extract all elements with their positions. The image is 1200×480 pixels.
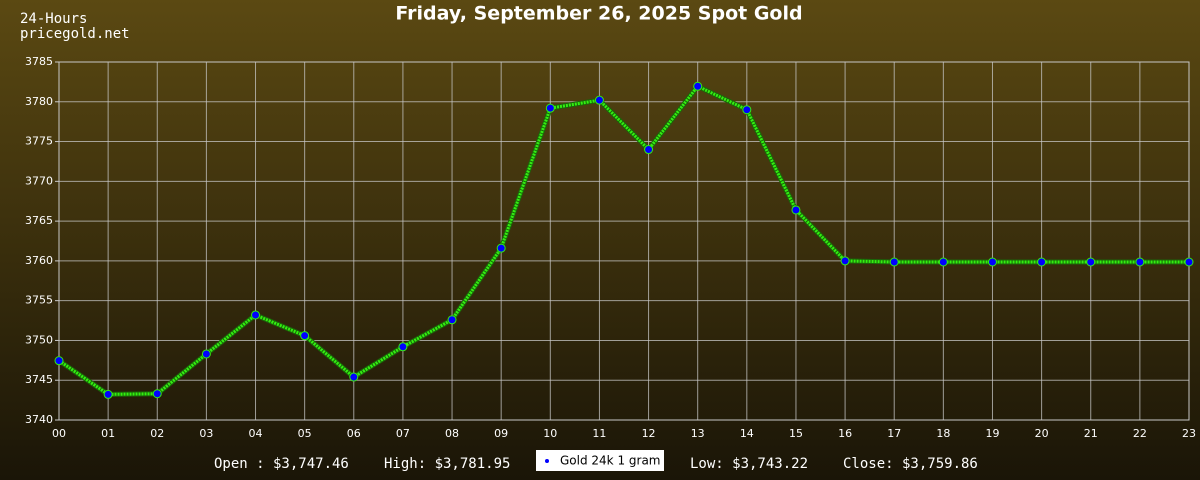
caption: 24-Hours [20,11,87,27]
x-tick-label: 01 [101,427,115,440]
legend-label: Gold 24k 1 gram [560,454,660,468]
y-tick-label: 3745 [25,373,53,386]
x-tick-label: 04 [249,427,263,440]
data-point [1037,257,1047,267]
data-point [938,257,948,267]
data-point [594,95,604,105]
x-tick-label: 21 [1084,427,1098,440]
x-tick-label: 15 [789,427,803,440]
stat: Open : $3,747.46 [214,456,349,472]
legend [536,450,664,471]
x-tick-label: 16 [838,427,852,440]
y-tick-label: 3785 [25,55,53,68]
x-tick-label: 14 [740,427,754,440]
x-tick-label: 20 [1035,427,1049,440]
x-tick-label: 08 [445,427,459,440]
y-tick-label: 3780 [25,95,53,108]
stat: High: $3,781.95 [384,456,510,472]
x-tick-label: 22 [1133,427,1147,440]
y-tick-label: 3765 [25,214,53,227]
data-point [349,372,359,382]
chart-title: Friday, September 26, 2025 Spot Gold [395,3,802,25]
y-tick-label: 3760 [25,254,53,267]
data-point [201,349,211,359]
data-point [251,310,261,320]
x-tick-label: 03 [199,427,213,440]
data-point [54,356,64,366]
data-point [987,257,997,267]
y-tick-label: 3755 [25,294,53,307]
data-point [791,205,801,215]
data-point [742,105,752,115]
data-point [1135,257,1145,267]
x-tick-label: 00 [52,427,66,440]
x-tick-label: 06 [347,427,361,440]
x-tick-label: 19 [985,427,999,440]
stat: Low: $3,743.22 [690,456,808,472]
y-tick-label: 3775 [25,135,53,148]
data-point [840,256,850,266]
y-tick-label: 3770 [25,174,53,187]
data-point [398,342,408,352]
data-point [300,331,310,341]
data-point [1086,257,1096,267]
x-tick-label: 10 [543,427,557,440]
data-point [447,315,457,325]
stat: Close: $3,759.86 [843,456,978,472]
data-point [693,81,703,91]
legend-marker [545,459,549,463]
x-tick-label: 18 [936,427,950,440]
x-tick-label: 07 [396,427,410,440]
x-tick-label: 02 [150,427,164,440]
x-tick-label: 17 [887,427,901,440]
x-tick-label: 05 [298,427,312,440]
site-name: pricegold.net [20,26,130,42]
data-point [496,243,506,253]
data-point [889,257,899,267]
data-point [103,389,113,399]
data-point [644,145,654,155]
x-tick-label: 11 [592,427,606,440]
x-tick-label: 09 [494,427,508,440]
x-tick-label: 12 [642,427,656,440]
plot-area: 3740 3745 3750 3755 3760 3765 3770 3775 3780 3785… [25,55,1196,440]
data-point [1184,257,1194,267]
x-tick-label: 13 [691,427,705,440]
x-tick-label: 23 [1182,427,1196,440]
data-point [545,103,555,113]
y-tick-label: 3750 [25,333,53,346]
price-line [58,84,1189,396]
y-tick-label: 3740 [25,413,53,426]
data-point [152,389,162,399]
